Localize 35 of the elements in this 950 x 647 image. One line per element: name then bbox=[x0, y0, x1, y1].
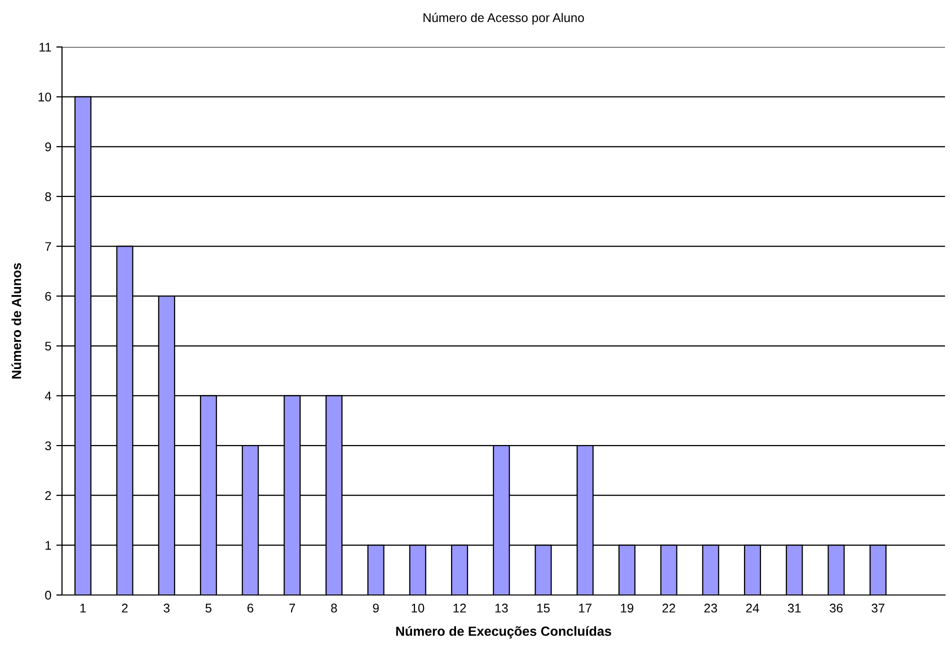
x-tick-label: 3 bbox=[164, 604, 170, 613]
y-tick-label: 8 bbox=[45, 192, 52, 202]
y-tick-label: 6 bbox=[45, 292, 52, 301]
y-tick-label: 4 bbox=[44, 392, 52, 400]
x-tick-label: 13 bbox=[495, 604, 508, 613]
y-tick-label: 2 bbox=[45, 491, 51, 500]
x-tick-label: 1 bbox=[80, 604, 86, 612]
x-tick-label: 31 bbox=[788, 604, 801, 613]
x-tick-label: 2 bbox=[122, 604, 128, 612]
x-tick-label: 15 bbox=[537, 604, 550, 613]
x-tick-label: 17 bbox=[579, 604, 592, 612]
y-tick-label: 11 bbox=[40, 42, 51, 52]
x-tick-label: 5 bbox=[205, 604, 212, 613]
x-tick-label: 36 bbox=[830, 604, 843, 613]
y-tick-label: 0 bbox=[45, 590, 52, 600]
y-tick-label: 7 bbox=[45, 242, 51, 251]
y-tick-label: 3 bbox=[45, 441, 52, 450]
x-tick-label: 12 bbox=[454, 604, 466, 612]
y-tick-label: 1 bbox=[46, 541, 51, 550]
y-axis-title: Número de Alunos bbox=[11, 263, 22, 379]
y-tick-label: 10 bbox=[38, 92, 52, 102]
x-tick-label: 9 bbox=[372, 604, 379, 613]
chart-title: Número de Acesso por Aluno bbox=[424, 12, 584, 25]
x-tick-label: 19 bbox=[620, 604, 634, 613]
x-tick-label: 7 bbox=[289, 604, 296, 612]
x-axis-title: Número de Execuções Concluídas bbox=[396, 626, 612, 639]
x-tick-label: 23 bbox=[704, 604, 718, 613]
x-tick-label: 24 bbox=[746, 604, 760, 612]
x-tick-label: 37 bbox=[872, 604, 884, 613]
y-tick-label: 5 bbox=[45, 342, 52, 351]
x-tick-label: 6 bbox=[247, 604, 254, 613]
y-tick-label: 9 bbox=[45, 142, 51, 152]
x-tick-label: 8 bbox=[331, 604, 337, 613]
x-tick-label: 10 bbox=[412, 604, 424, 613]
x-tick-label: 22 bbox=[662, 604, 676, 612]
